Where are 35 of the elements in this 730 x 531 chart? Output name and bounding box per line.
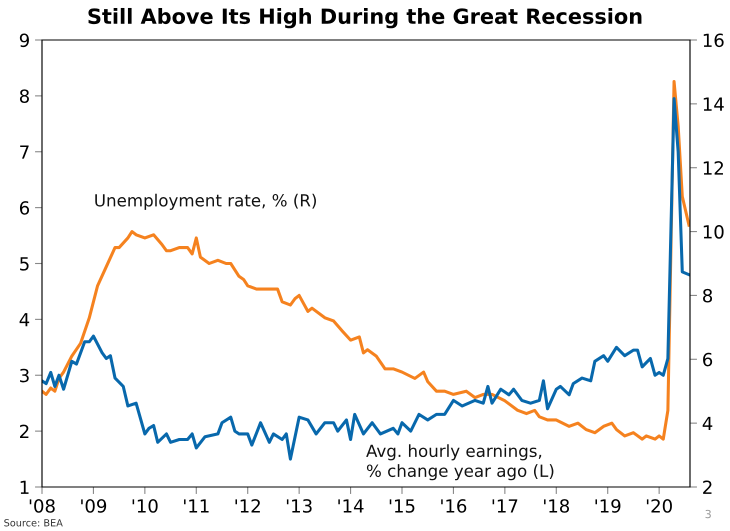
x-tick-label: '19	[595, 499, 620, 513]
y2-tick-label: 12	[704, 161, 723, 175]
y-tick-label: 2	[20, 424, 28, 438]
y-tick-label: 5	[20, 257, 29, 271]
y-tick-label: 8	[20, 89, 29, 103]
y2-tick-label: 8	[703, 288, 712, 303]
y2-tick-label: 10	[704, 225, 724, 239]
y2-tick-label: 2	[703, 480, 712, 494]
text: 3	[706, 510, 711, 518]
x-tick-label: '17	[492, 499, 518, 513]
y2-tick-label: 6	[703, 352, 712, 366]
x-tick-label: '18	[544, 499, 570, 513]
y2-tick-label: 14	[704, 98, 724, 111]
y-tick-label: 3	[20, 368, 29, 382]
y-tick-label: 4	[20, 313, 30, 326]
x-tick-label: '13	[286, 499, 312, 513]
x-tick-label: '15	[390, 499, 414, 513]
y-tick-label: 1	[20, 480, 29, 494]
source-note: Source: BEA	[4, 519, 63, 526]
x-tick-label: '14	[338, 499, 364, 513]
x-tick-label: '09	[81, 499, 106, 513]
y2-tick-label: 4	[702, 416, 712, 430]
y-tick-label: 7	[20, 145, 29, 159]
x-tick-label: '16	[441, 499, 466, 513]
y-tick-label: 6	[20, 201, 30, 215]
series-label: Avg. hourly earnings, % change year ago (L)	[366, 444, 554, 480]
x-tick-label: '20	[646, 499, 672, 513]
y2-tick-label: 16	[704, 33, 724, 48]
y-tick-label: 9	[20, 33, 29, 48]
x-tick-label: '08	[30, 499, 55, 513]
x-tick-label: '10	[132, 499, 158, 513]
x-tick-label: '12	[235, 499, 260, 513]
text: Unemployment rate, % (R)	[95, 194, 316, 210]
x-tick-label: '11	[184, 499, 209, 513]
chart-title: Still Above Its High During the Great Recession	[88, 8, 642, 28]
